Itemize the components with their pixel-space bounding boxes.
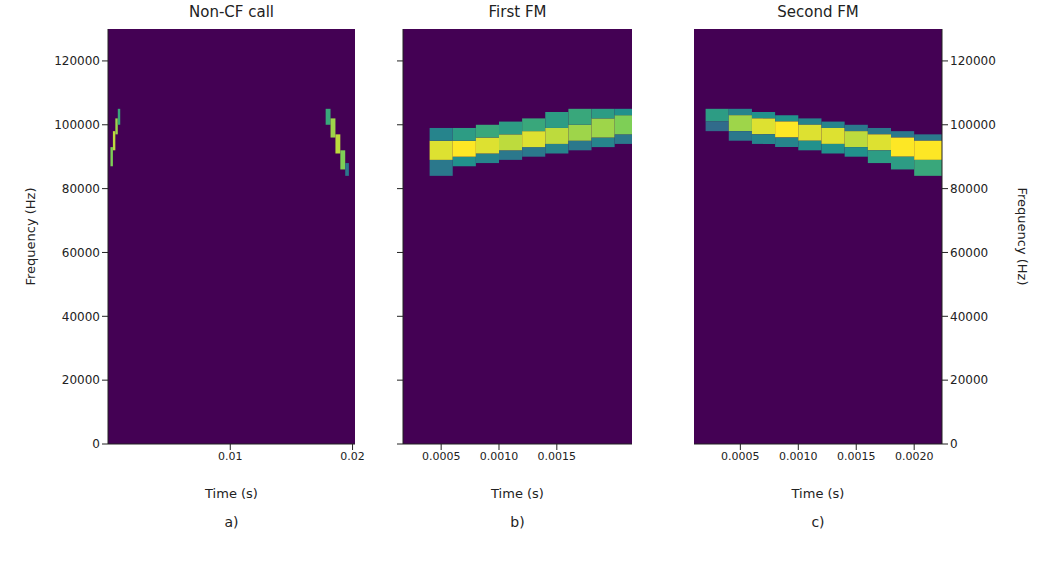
svg-text:Frequency (Hz): Frequency (Hz) [1015, 187, 1030, 285]
svg-text:100000: 100000 [54, 118, 100, 132]
svg-text:20000: 20000 [950, 373, 988, 387]
svg-text:0.01: 0.01 [218, 450, 243, 463]
html-text:Second FM: Second FM [777, 3, 859, 21]
svg-text:120000: 120000 [950, 54, 996, 68]
svg-text:80000: 80000 [62, 182, 100, 196]
svg-text:0: 0 [92, 437, 100, 451]
html-text:c): c) [811, 514, 825, 530]
svg-text:0.0005: 0.0005 [422, 450, 461, 463]
svg-text:40000: 40000 [62, 310, 100, 324]
svg-text:Frequency (Hz): Frequency (Hz) [23, 187, 38, 285]
html-text:a): a) [224, 514, 239, 530]
svg-text:120000: 120000 [54, 54, 100, 68]
svg-text:0.0010: 0.0010 [779, 450, 818, 463]
svg-text:40000: 40000 [950, 310, 988, 324]
svg-text:0.0015: 0.0015 [837, 450, 876, 463]
html-text:Non-CF call: Non-CF call [189, 3, 274, 21]
svg-text:0.0010: 0.0010 [480, 450, 519, 463]
svg-text:80000: 80000 [950, 182, 988, 196]
svg-text:0.02: 0.02 [340, 450, 365, 463]
svg-text:60000: 60000 [62, 246, 100, 260]
html-text:b): b) [510, 514, 525, 530]
html-text:First FM: First FM [488, 3, 547, 21]
svg-text:60000: 60000 [950, 246, 988, 260]
svg-text:0.0015: 0.0015 [538, 450, 577, 463]
svg-text:0: 0 [950, 437, 958, 451]
svg-text:0.0020: 0.0020 [895, 450, 934, 463]
svg-text:Time (s): Time (s) [490, 486, 544, 501]
svg-text:Time (s): Time (s) [791, 486, 845, 501]
svg-text:20000: 20000 [62, 373, 100, 387]
svg-text:0.0005: 0.0005 [721, 450, 760, 463]
svg-text:Time (s): Time (s) [204, 486, 258, 501]
svg-text:100000: 100000 [950, 118, 996, 132]
